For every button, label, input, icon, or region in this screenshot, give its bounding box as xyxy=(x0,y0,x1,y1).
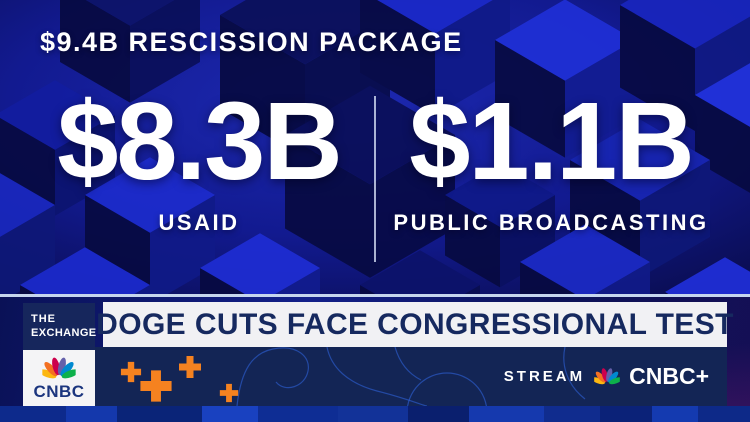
stat-public-broadcasting: $1.1B PUBLIC BROADCASTING xyxy=(375,80,727,236)
headline-banner: DOGE CUTS FACE CONGRESSIONAL TEST xyxy=(96,302,733,347)
infographic-area: $9.4B RESCISSION PACKAGE $8.3B USAID $1.… xyxy=(0,0,750,297)
nbc-peacock-icon xyxy=(41,356,77,382)
strip-decorations xyxy=(120,347,586,406)
page-title: $9.4B RESCISSION PACKAGE xyxy=(40,27,463,57)
headline-text: DOGE CUTS FACE CONGRESSIONAL TEST xyxy=(96,307,734,341)
show-brand-box: THE EXCHANGE xyxy=(23,303,97,350)
stat-label-usaid: USAID xyxy=(158,210,240,236)
nbc-peacock-icon xyxy=(593,367,621,387)
separator-line xyxy=(0,294,750,297)
stream-cta: STREAM CNBC+ xyxy=(504,347,709,406)
stat-usaid: $8.3B USAID xyxy=(23,80,375,236)
ticker-segment xyxy=(257,406,338,422)
stream-label: STREAM xyxy=(503,368,586,385)
ticker-segment xyxy=(117,406,202,422)
stats-row: $8.3B USAID $1.1B PUBLIC BROADCASTING xyxy=(23,80,727,236)
bottom-ticker-strip xyxy=(0,406,750,422)
show-name-line2: EXCHANGE xyxy=(31,326,97,339)
lower-third: THE EXCHANGE DOGE CUTS FACE CONGRESSIONA… xyxy=(0,294,750,422)
stream-strip: STREAM CNBC+ xyxy=(95,347,727,406)
ticker-segment xyxy=(651,406,699,422)
show-name-line1: THE xyxy=(31,313,56,326)
stat-value-usaid: $8.3B xyxy=(57,80,343,203)
ticker-segment xyxy=(543,406,600,422)
cnbc-logo: CNBC xyxy=(23,350,95,406)
stat-label-public-broadcasting: PUBLIC BROADCASTING xyxy=(393,210,709,236)
isometric-cubes-background xyxy=(0,0,750,297)
plus-icon xyxy=(219,383,239,403)
ticker-segment xyxy=(0,406,66,422)
plus-icon xyxy=(179,356,201,378)
ticker-segment xyxy=(65,406,118,422)
vertical-divider xyxy=(374,96,376,262)
ticker-segment xyxy=(600,406,652,422)
ticker-segment xyxy=(468,406,544,422)
ticker-segment xyxy=(698,406,750,422)
plus-icon xyxy=(140,370,172,402)
ticker-segment xyxy=(201,406,258,422)
ticker-segment xyxy=(407,406,469,422)
stat-value-public-broadcasting: $1.1B xyxy=(409,80,695,203)
ticker-segment xyxy=(337,406,408,422)
cnbc-wordmark: CNBC xyxy=(33,382,85,401)
plus-icon xyxy=(120,361,142,383)
cnbc-plus-logo: CNBC+ xyxy=(629,363,709,389)
